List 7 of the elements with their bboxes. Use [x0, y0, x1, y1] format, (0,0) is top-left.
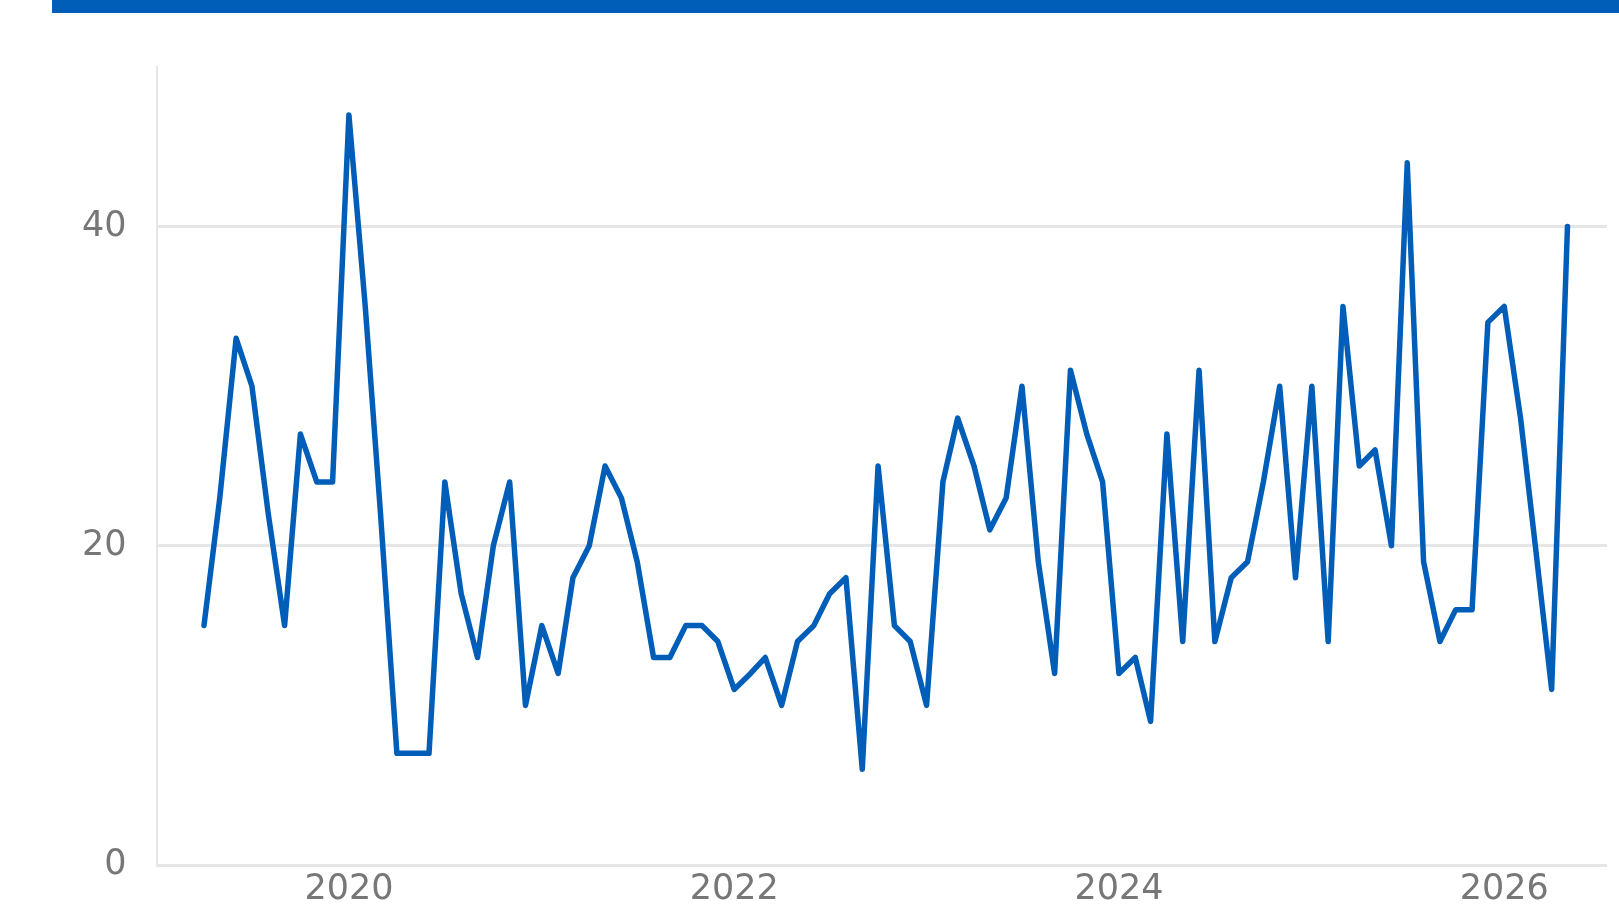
x-tick-label: 2026 — [1459, 867, 1549, 908]
x-tick-label: 2024 — [1074, 867, 1164, 908]
y-tick-label: 0 — [104, 842, 127, 883]
x-tick-label: 2022 — [689, 867, 779, 908]
y-tick-label: 20 — [81, 522, 127, 563]
y-tick-label: 40 — [81, 203, 127, 244]
x-tick-label: 2020 — [304, 867, 394, 908]
